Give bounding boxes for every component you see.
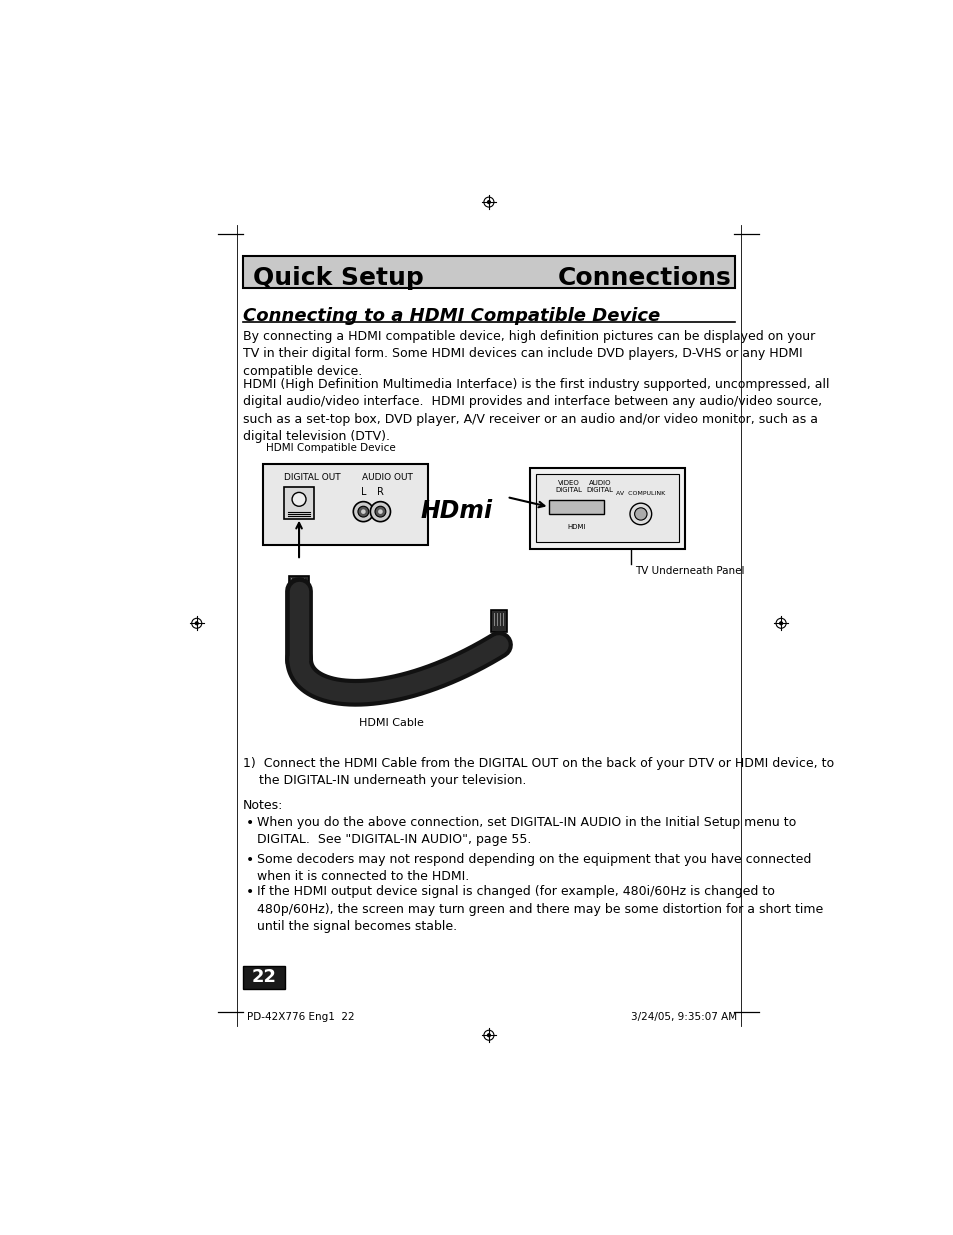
Text: VIDEO
DIGITAL: VIDEO DIGITAL [555, 480, 581, 493]
Circle shape [634, 508, 646, 520]
Text: AV  COMPULINK: AV COMPULINK [616, 490, 665, 495]
Text: Notes:: Notes: [243, 799, 283, 811]
FancyBboxPatch shape [536, 474, 679, 542]
Circle shape [353, 501, 373, 521]
Text: 22: 22 [252, 968, 276, 987]
Text: Connections: Connections [558, 266, 731, 289]
Text: AUDIO OUT: AUDIO OUT [361, 473, 413, 482]
Text: When you do the above connection, set DIGITAL-IN AUDIO in the Initial Setup menu: When you do the above connection, set DI… [257, 816, 796, 846]
Circle shape [377, 509, 382, 514]
FancyBboxPatch shape [262, 464, 427, 545]
Text: HDmi: HDmi [420, 499, 492, 522]
FancyBboxPatch shape [289, 576, 309, 592]
Circle shape [375, 506, 385, 517]
FancyBboxPatch shape [549, 500, 603, 514]
FancyBboxPatch shape [243, 256, 734, 288]
Text: •: • [245, 852, 253, 867]
FancyBboxPatch shape [491, 610, 506, 632]
Text: DIGITAL OUT: DIGITAL OUT [284, 473, 340, 482]
Text: R: R [376, 487, 383, 496]
Text: PD-42X776 Eng1  22: PD-42X776 Eng1 22 [247, 1013, 355, 1023]
FancyBboxPatch shape [243, 966, 285, 989]
Circle shape [370, 501, 390, 521]
Text: •: • [245, 816, 253, 830]
Text: HDMI (High Definition Multimedia Interface) is the first industry supported, unc: HDMI (High Definition Multimedia Interfa… [243, 378, 829, 443]
Text: 1)  Connect the HDMI Cable from the DIGITAL OUT on the back of your DTV or HDMI : 1) Connect the HDMI Cable from the DIGIT… [243, 757, 834, 787]
Circle shape [195, 621, 198, 625]
Text: 3/24/05, 9:35:07 AM: 3/24/05, 9:35:07 AM [630, 1013, 736, 1023]
Circle shape [779, 621, 781, 625]
Text: L: L [360, 487, 366, 496]
Circle shape [360, 509, 365, 514]
Text: TV Underneath Panel: TV Underneath Panel [634, 566, 743, 576]
Text: AUDIO
DIGITAL: AUDIO DIGITAL [586, 480, 613, 493]
Circle shape [292, 493, 306, 506]
Text: Some decoders may not respond depending on the equipment that you have connected: Some decoders may not respond depending … [257, 852, 811, 883]
FancyBboxPatch shape [530, 468, 684, 548]
Text: Quick Setup: Quick Setup [253, 266, 423, 289]
Circle shape [357, 506, 369, 517]
Text: •: • [245, 885, 253, 899]
Text: HDMI Cable: HDMI Cable [359, 718, 424, 727]
Text: If the HDMI output device signal is changed (for example, 480i/60Hz is changed t: If the HDMI output device signal is chan… [257, 885, 822, 934]
Circle shape [487, 1034, 490, 1036]
FancyBboxPatch shape [284, 487, 314, 520]
Circle shape [629, 503, 651, 525]
Text: By connecting a HDMI compatible device, high definition pictures can be displaye: By connecting a HDMI compatible device, … [243, 330, 815, 378]
Text: Connecting to a HDMI Compatible Device: Connecting to a HDMI Compatible Device [243, 306, 659, 325]
Circle shape [487, 200, 490, 204]
Text: HDMI: HDMI [567, 524, 585, 530]
Text: HDMI Compatible Device: HDMI Compatible Device [266, 443, 395, 453]
